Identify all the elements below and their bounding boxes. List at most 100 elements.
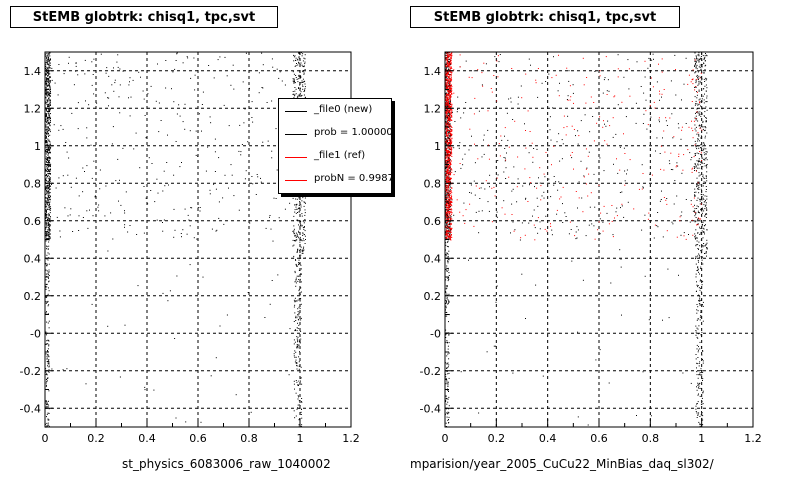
- data-point-1283: [701, 168, 703, 170]
- data-point-3003: [693, 120, 695, 122]
- data-point-289: [445, 148, 447, 150]
- data-point-1076: [292, 245, 294, 247]
- data-point-2351: [446, 81, 448, 83]
- data-point-2603: [446, 176, 448, 178]
- data-point-465: [47, 119, 48, 121]
- data-point-1251: [304, 219, 306, 220]
- data-point-1312: [295, 280, 297, 282]
- data-point-2315: [446, 151, 448, 153]
- data-point-1543: [530, 64, 531, 66]
- data-point-2356: [450, 163, 451, 165]
- data-point-567: [45, 140, 47, 142]
- data-point-1260: [705, 117, 707, 119]
- data-point-794: [46, 283, 48, 285]
- data-point-1776: [243, 122, 245, 124]
- data-point-771: [47, 348, 49, 350]
- data-point-2877: [663, 169, 665, 171]
- data-point-614: [49, 95, 51, 96]
- data-point-45: [49, 111, 51, 112]
- data-point-843: [48, 327, 50, 329]
- data-point-986: [706, 159, 708, 161]
- data-point-1397: [697, 286, 699, 288]
- data-point-1759: [173, 101, 175, 103]
- data-point-2500: [447, 115, 449, 117]
- data-point-794: [445, 401, 447, 402]
- data-point-1544: [117, 54, 119, 56]
- data-point-657: [46, 61, 48, 63]
- data-point-1394: [700, 315, 702, 316]
- data-point-1150: [700, 76, 702, 78]
- data-point-1239: [697, 206, 699, 208]
- data-point-824: [47, 339, 49, 341]
- data-point-361: [47, 206, 49, 208]
- data-point-1664: [228, 125, 230, 127]
- data-point-1698: [501, 139, 503, 141]
- data-point-1467: [174, 229, 176, 231]
- data-point-1020: [696, 103, 698, 105]
- data-point-71: [448, 131, 450, 132]
- data-point-243: [49, 209, 51, 211]
- data-point-622: [49, 199, 51, 200]
- data-point-2822: [616, 158, 617, 160]
- data-point-42: [447, 157, 449, 158]
- data-point-756: [46, 406, 48, 408]
- data-point-306: [48, 165, 50, 167]
- data-point-983: [300, 75, 302, 77]
- data-point-2824: [675, 69, 676, 71]
- data-point-2507: [448, 191, 450, 193]
- data-point-635: [445, 142, 447, 144]
- data-point-2905: [550, 223, 551, 225]
- data-point-1682: [68, 157, 70, 159]
- data-point-1645: [635, 122, 637, 124]
- data-point-535: [46, 197, 48, 199]
- data-point-2941: [487, 110, 489, 112]
- data-point-1638: [545, 215, 547, 217]
- data-point-241: [47, 100, 49, 102]
- data-point-2811: [603, 120, 604, 122]
- data-point-2373: [451, 113, 453, 115]
- data-point-1619: [517, 96, 519, 98]
- data-point-603: [49, 62, 51, 64]
- data-point-655: [50, 99, 51, 101]
- data-point-2450: [448, 212, 450, 214]
- data-point-2936: [661, 71, 663, 73]
- data-point-902: [292, 239, 294, 241]
- data-point-665: [450, 186, 451, 188]
- data-point-2804: [673, 136, 675, 138]
- data-point-846: [448, 396, 450, 398]
- data-point-802: [447, 303, 449, 305]
- data-point-1580: [488, 210, 490, 212]
- data-point-420: [49, 91, 51, 93]
- data-point-1381: [298, 264, 299, 266]
- data-point-1292: [694, 163, 696, 165]
- data-point-1606: [209, 116, 211, 118]
- data-point-2543: [451, 198, 452, 200]
- data-point-1687: [143, 186, 145, 187]
- data-point-1309: [696, 403, 697, 405]
- data-point-587: [46, 66, 48, 68]
- data-point-945: [703, 58, 705, 60]
- data-point-18: [50, 151, 51, 153]
- data-point-1061: [697, 58, 699, 60]
- data-point-828: [447, 341, 448, 343]
- data-point-1661: [252, 183, 254, 185]
- data-point-742: [445, 399, 447, 401]
- data-point-2954: [647, 218, 649, 220]
- data-point-1077: [301, 55, 303, 57]
- data-point-59: [449, 117, 451, 118]
- data-point-1356: [701, 417, 703, 419]
- data-point-1552: [505, 178, 507, 179]
- data-point-2076: [446, 74, 448, 76]
- data-point-2153: [446, 52, 448, 54]
- data-point-1509: [51, 67, 53, 69]
- data-point-818: [445, 378, 447, 380]
- data-point-1208: [700, 193, 702, 195]
- data-point-1215: [300, 257, 302, 259]
- data-point-829: [45, 312, 47, 314]
- data-point-1275: [298, 56, 300, 58]
- data-point-1374: [297, 398, 299, 400]
- data-point-854: [698, 52, 700, 54]
- data-point-876: [706, 95, 708, 97]
- data-point-1231: [304, 201, 306, 203]
- data-point-2587: [450, 152, 452, 154]
